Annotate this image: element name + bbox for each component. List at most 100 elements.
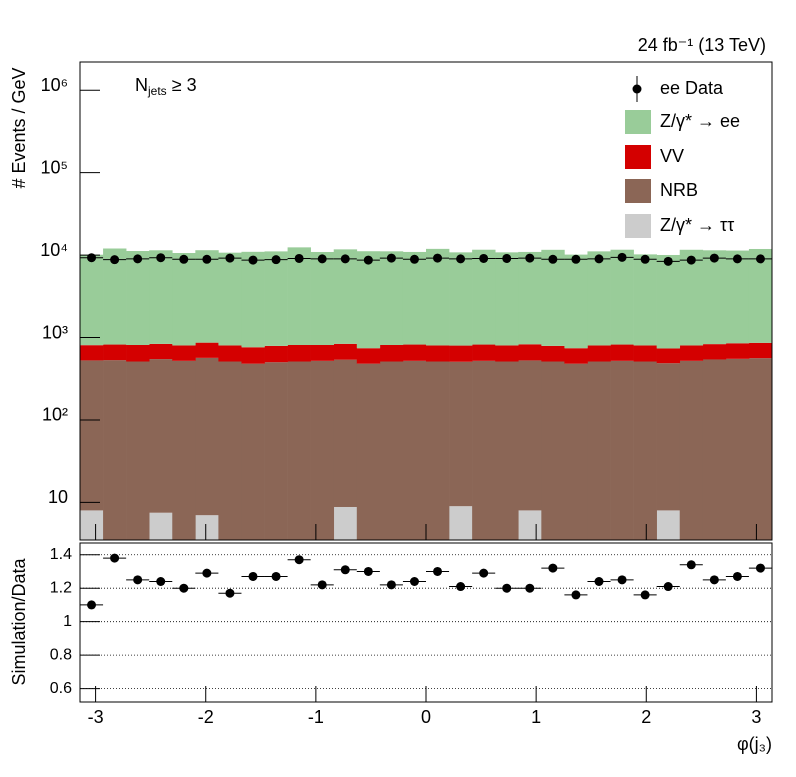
ratio-point: [594, 576, 604, 586]
stack-bar: [656, 363, 681, 511]
stack-bar: [472, 344, 496, 361]
data-point: [294, 253, 304, 263]
ratio-y-axis-title: Simulation/Data: [9, 557, 29, 685]
stack-bar: [402, 360, 427, 540]
data-point: [525, 253, 535, 263]
ratio-point: [363, 566, 373, 576]
stack-bar: [356, 251, 381, 349]
stack-bar: [495, 345, 519, 362]
stack-bar: [587, 345, 611, 362]
stack-bar: [656, 510, 681, 540]
stack-bar: [495, 361, 519, 540]
stack-bar: [379, 361, 404, 540]
stack-bar: [218, 252, 242, 346]
stack-bar: [610, 360, 634, 540]
data-point: [179, 254, 189, 264]
ratio-point: [87, 600, 97, 610]
data-point: [271, 255, 281, 265]
y-tick-label: 10⁴: [40, 240, 68, 260]
stack-bar: [472, 249, 496, 345]
stack-bar: [725, 358, 750, 540]
data-point: [317, 254, 327, 264]
stack-bar: [748, 248, 772, 343]
stack-bar: [633, 361, 657, 540]
stack-bar: [80, 345, 104, 361]
y-tick-label: 10: [48, 487, 68, 507]
data-point: [640, 254, 650, 264]
ratio-point: [571, 590, 581, 600]
legend-swatch: [625, 110, 651, 134]
stack-bar: [449, 345, 473, 362]
ratio-point: [248, 571, 258, 581]
stack-bar: [333, 249, 358, 344]
data-point: [663, 256, 673, 266]
data-point: [110, 255, 120, 265]
stack-bar: [426, 248, 450, 346]
data-point: [709, 253, 719, 263]
data-point: [433, 253, 443, 263]
stack-bar: [656, 254, 681, 349]
stack-bar: [310, 360, 335, 540]
stack-bar: [725, 343, 750, 359]
stack-bar: [241, 251, 265, 348]
stack-bar: [241, 347, 265, 364]
ratio-point: [294, 555, 304, 565]
stack-bar: [379, 251, 404, 345]
stack-bar: [449, 252, 473, 346]
data-point: [225, 253, 235, 263]
y-tick-label: 10⁶: [41, 75, 68, 95]
stack-bar: [518, 360, 542, 511]
y-tick-label: 10³: [42, 322, 68, 342]
stack-bar: [449, 506, 473, 540]
stack-bar: [310, 344, 335, 361]
data-point: [202, 254, 212, 264]
ratio-point: [386, 580, 396, 590]
ratio-point: [663, 582, 673, 592]
data-point: [409, 254, 419, 264]
stack-bar: [333, 506, 358, 540]
stack-bar: [80, 360, 104, 511]
stack-bar: [80, 510, 104, 540]
stack-bar: [241, 363, 265, 540]
stack-bar: [356, 363, 381, 540]
stack-bar: [218, 361, 242, 540]
y-tick-label: 1.4: [50, 546, 72, 563]
stack-bar: [333, 343, 358, 360]
legend-label: Z/γ* → ττ: [660, 215, 734, 235]
stack-bar: [518, 251, 542, 345]
data-point: [617, 252, 627, 262]
stack-bar: [472, 360, 496, 540]
stack-bar: [402, 344, 427, 361]
stack-bar: [287, 361, 311, 540]
ratio-point: [732, 571, 742, 581]
x-tick-label: 1: [531, 707, 541, 727]
stack-bar: [103, 344, 127, 361]
ratio-point: [409, 576, 419, 586]
y-tick-label: 10²: [42, 405, 68, 425]
stack-bar: [541, 361, 565, 540]
stack-bar: [80, 254, 104, 346]
data-point: [340, 254, 350, 264]
stack-bar: [264, 345, 288, 363]
y-axis-title: # Events / GeV: [9, 67, 29, 188]
legend-label: VV: [660, 146, 684, 166]
stack-bar: [195, 515, 219, 540]
stack-bar: [610, 249, 634, 345]
ratio-point: [317, 580, 327, 590]
data-point: [571, 254, 581, 264]
stack-bar: [218, 345, 242, 362]
stack-bar: [402, 251, 427, 345]
stack-bar: [195, 342, 219, 358]
data-point: [248, 255, 258, 265]
ratio-point: [686, 560, 696, 570]
stack-bar: [126, 361, 150, 540]
stack-bar: [633, 254, 657, 346]
data-point: [87, 253, 97, 263]
stack-bar: [172, 253, 196, 346]
njets-annotation: Njets ≥ 3: [135, 75, 197, 98]
stack-bar: [449, 361, 473, 507]
legend-label: ee Data: [660, 78, 724, 98]
y-tick-label: 1: [63, 613, 72, 630]
stack-bar: [702, 344, 727, 360]
